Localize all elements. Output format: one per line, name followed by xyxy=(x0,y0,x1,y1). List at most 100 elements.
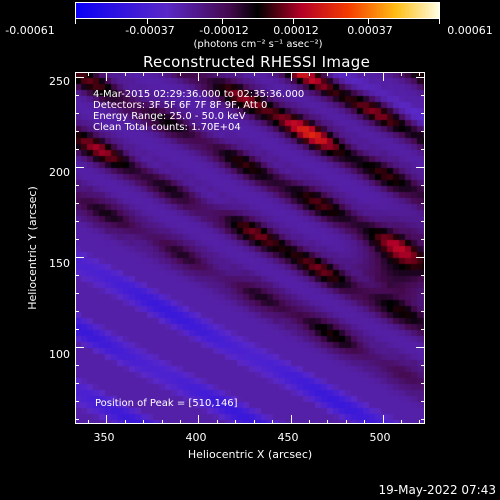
y-tick-mark xyxy=(421,113,425,115)
y-tick-mark xyxy=(75,167,84,169)
plot-frame xyxy=(75,72,425,424)
colorbar-tick-label: 0.00037 xyxy=(347,24,393,37)
x-tick-mark xyxy=(345,72,347,76)
y-axis-label: Heliocentric Y (arcsec) xyxy=(26,186,39,310)
x-tick-label: 400 xyxy=(185,431,207,444)
colorbar-tick-label: -0.00037 xyxy=(125,24,175,37)
y-tick-label: 150 xyxy=(49,257,70,270)
x-tick-mark xyxy=(308,72,310,76)
colorbar-tick-mark xyxy=(146,19,148,24)
colorbar-ticks xyxy=(75,19,440,25)
colorbar-frame xyxy=(75,2,440,19)
colorbar-tick-mark xyxy=(221,19,223,24)
y-tick-mark xyxy=(75,203,79,205)
y-tick-mark xyxy=(421,418,425,420)
x-tick-label: 450 xyxy=(277,431,299,444)
y-tick-mark xyxy=(421,203,425,205)
y-tick-mark xyxy=(75,418,79,420)
y-tick-mark xyxy=(75,221,79,223)
footer-timestamp: 19-May-2022 07:43 xyxy=(378,483,496,497)
y-tick-mark xyxy=(421,274,425,276)
colorbar-tick-mark xyxy=(293,19,295,24)
x-axis-label: Heliocentric X (arcsec) xyxy=(187,448,313,461)
y-tick-mark xyxy=(75,185,79,187)
y-tick-mark xyxy=(416,167,425,169)
colorbar-tick-mark xyxy=(439,19,440,24)
y-tick-mark xyxy=(75,400,79,402)
colorbar-unit-label: (photons cm⁻² s⁻¹ asec⁻²) xyxy=(193,39,323,50)
y-tick-mark xyxy=(421,400,425,402)
x-tick-mark xyxy=(235,72,237,76)
y-tick-mark xyxy=(75,131,79,133)
x-tick-mark xyxy=(180,420,181,424)
x-tick-mark xyxy=(327,72,329,76)
colorbar-tick-label: -0.00061 xyxy=(5,24,55,37)
x-tick-mark xyxy=(143,72,145,76)
y-tick-mark xyxy=(421,131,425,133)
x-tick-mark xyxy=(216,72,218,76)
x-tick-mark xyxy=(216,420,218,424)
y-tick-mark xyxy=(75,77,84,79)
y-tick-mark xyxy=(421,149,425,151)
heatmap-image xyxy=(75,72,425,424)
y-tick-mark xyxy=(75,346,84,348)
y-tick-label: 250 xyxy=(49,75,70,88)
x-tick-mark xyxy=(327,420,329,424)
x-tick-mark xyxy=(345,420,347,424)
y-tick-mark xyxy=(421,221,425,223)
x-tick-mark xyxy=(290,415,292,424)
y-tick-mark xyxy=(75,239,79,241)
x-tick-mark xyxy=(364,72,366,76)
y-tick-mark xyxy=(75,149,79,151)
x-tick-mark xyxy=(235,420,237,424)
x-tick-mark xyxy=(87,72,89,76)
annotation-time-range: 4-Mar-2015 02:29:36.000 to 02:35:36.000 xyxy=(93,89,305,100)
y-tick-label: 100 xyxy=(49,348,70,361)
x-tick-mark xyxy=(253,72,255,76)
x-tick-mark xyxy=(272,420,274,424)
x-tick-mark xyxy=(106,415,108,424)
y-tick-mark xyxy=(75,113,79,115)
annotation-clean-counts: Clean Total counts: 1.70E+04 xyxy=(93,122,241,133)
x-tick-mark xyxy=(124,72,126,76)
chart-title: Reconstructed RHESSI Image xyxy=(143,53,371,71)
x-tick-label: 500 xyxy=(369,431,391,444)
y-tick-mark xyxy=(416,346,425,348)
y-tick-mark xyxy=(75,274,79,276)
colorbar-tick-mark xyxy=(368,19,370,24)
x-tick-label: 350 xyxy=(93,431,115,444)
y-tick-label: 200 xyxy=(49,166,70,179)
colorbar-tick-mark xyxy=(75,19,76,24)
y-tick-mark xyxy=(421,292,425,294)
x-tick-mark xyxy=(382,415,384,424)
x-tick-mark xyxy=(364,420,366,424)
y-tick-mark xyxy=(421,382,425,384)
y-tick-mark xyxy=(75,382,79,384)
y-tick-mark xyxy=(416,256,425,258)
x-tick-mark xyxy=(272,72,274,76)
x-tick-mark xyxy=(401,420,403,424)
colorbar-tick-label: 0.00012 xyxy=(273,24,319,37)
x-tick-mark xyxy=(419,72,421,76)
y-tick-mark xyxy=(421,95,425,97)
x-tick-mark xyxy=(87,420,89,424)
x-tick-mark xyxy=(308,420,310,424)
y-tick-mark xyxy=(416,77,425,79)
x-tick-mark xyxy=(401,72,403,76)
y-tick-mark xyxy=(75,256,84,258)
x-tick-mark xyxy=(180,72,181,76)
x-tick-mark xyxy=(419,420,421,424)
annotation-detectors: Detectors: 3F 5F 6F 7F 8F 9F, Att 0 xyxy=(93,100,268,111)
y-tick-mark xyxy=(75,95,79,97)
y-tick-mark xyxy=(421,239,425,241)
x-tick-mark xyxy=(198,72,200,81)
x-tick-mark xyxy=(124,420,126,424)
y-tick-mark xyxy=(421,328,425,330)
x-tick-mark xyxy=(290,72,292,81)
x-tick-mark xyxy=(143,420,145,424)
annotation-energy-range: Energy Range: 25.0 - 50.0 keV xyxy=(93,111,246,122)
colorbar-tick-label: 0.00061 xyxy=(447,24,493,37)
y-tick-mark xyxy=(421,310,425,312)
y-tick-mark xyxy=(75,310,79,312)
